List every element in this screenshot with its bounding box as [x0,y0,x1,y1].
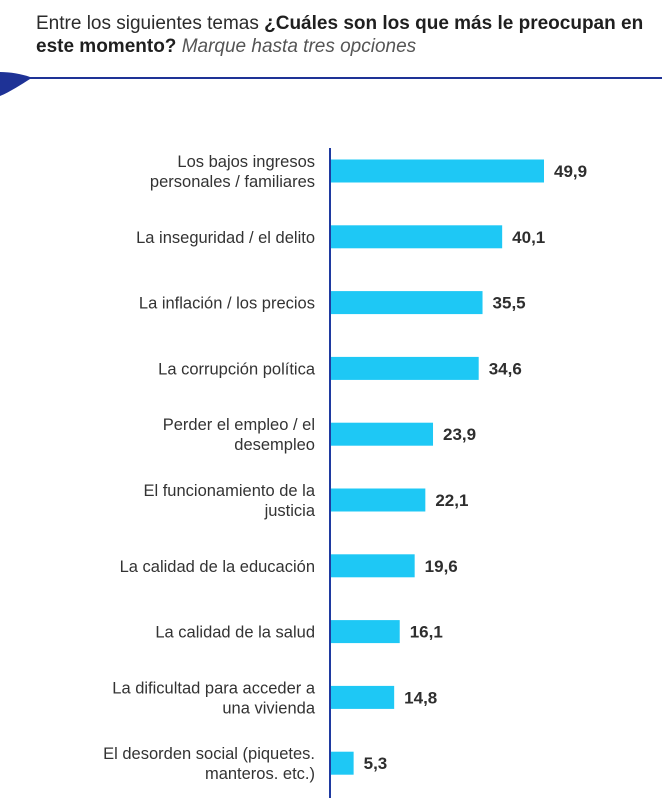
value-label: 5,3 [364,754,388,773]
category-label: La corrupción política [158,360,316,378]
category-label: justicia [264,502,316,520]
value-label: 22,1 [435,491,468,510]
category-label: El funcionamiento de la [143,482,315,500]
header-band-shape [0,72,662,96]
category-label: La inseguridad / el delito [136,229,315,247]
value-label: 40,1 [512,228,545,247]
bar [331,751,354,775]
value-label: 14,8 [404,688,437,707]
bar [331,685,395,709]
category-label: manteros. etc.) [205,765,315,783]
value-label: 35,5 [493,294,526,313]
category-label: desempleo [234,436,315,454]
category-label: La calidad de la educación [120,558,315,576]
bar [331,291,483,315]
chart-header: Entre los siguientes temas ¿Cuáles son l… [36,12,656,58]
bar [331,159,544,183]
category-label: La inflación / los precios [139,295,315,313]
bar [331,225,503,249]
category-label: El desorden social (piquetes. [103,745,315,763]
header-instruction: Marque hasta tres opciones [181,36,417,57]
bar [331,356,479,380]
value-label: 16,1 [410,623,443,642]
bar [331,554,415,578]
value-label: 19,6 [425,557,458,576]
header-decoration-band [0,72,662,96]
category-label: Los bajos ingresos [177,153,315,171]
bars-layer: 49,9 Los bajos ingresos personales / famil… [103,153,587,783]
bar [331,620,400,644]
category-label: Perder el empleo / el [163,416,315,434]
header-intro: Entre los siguientes temas [36,13,265,34]
category-label: personales / familiares [150,173,315,191]
value-label: 49,9 [554,162,587,181]
value-label: 34,6 [489,359,522,378]
category-label: La dificultad para acceder a [112,679,316,697]
bar [331,422,434,446]
category-label: una vivienda [222,699,315,717]
header-question: ¿Cuáles son los que más le preocupan en … [36,13,644,57]
value-label: 23,9 [443,425,476,444]
bar [331,488,426,512]
category-label: La calidad de la salud [155,624,315,642]
